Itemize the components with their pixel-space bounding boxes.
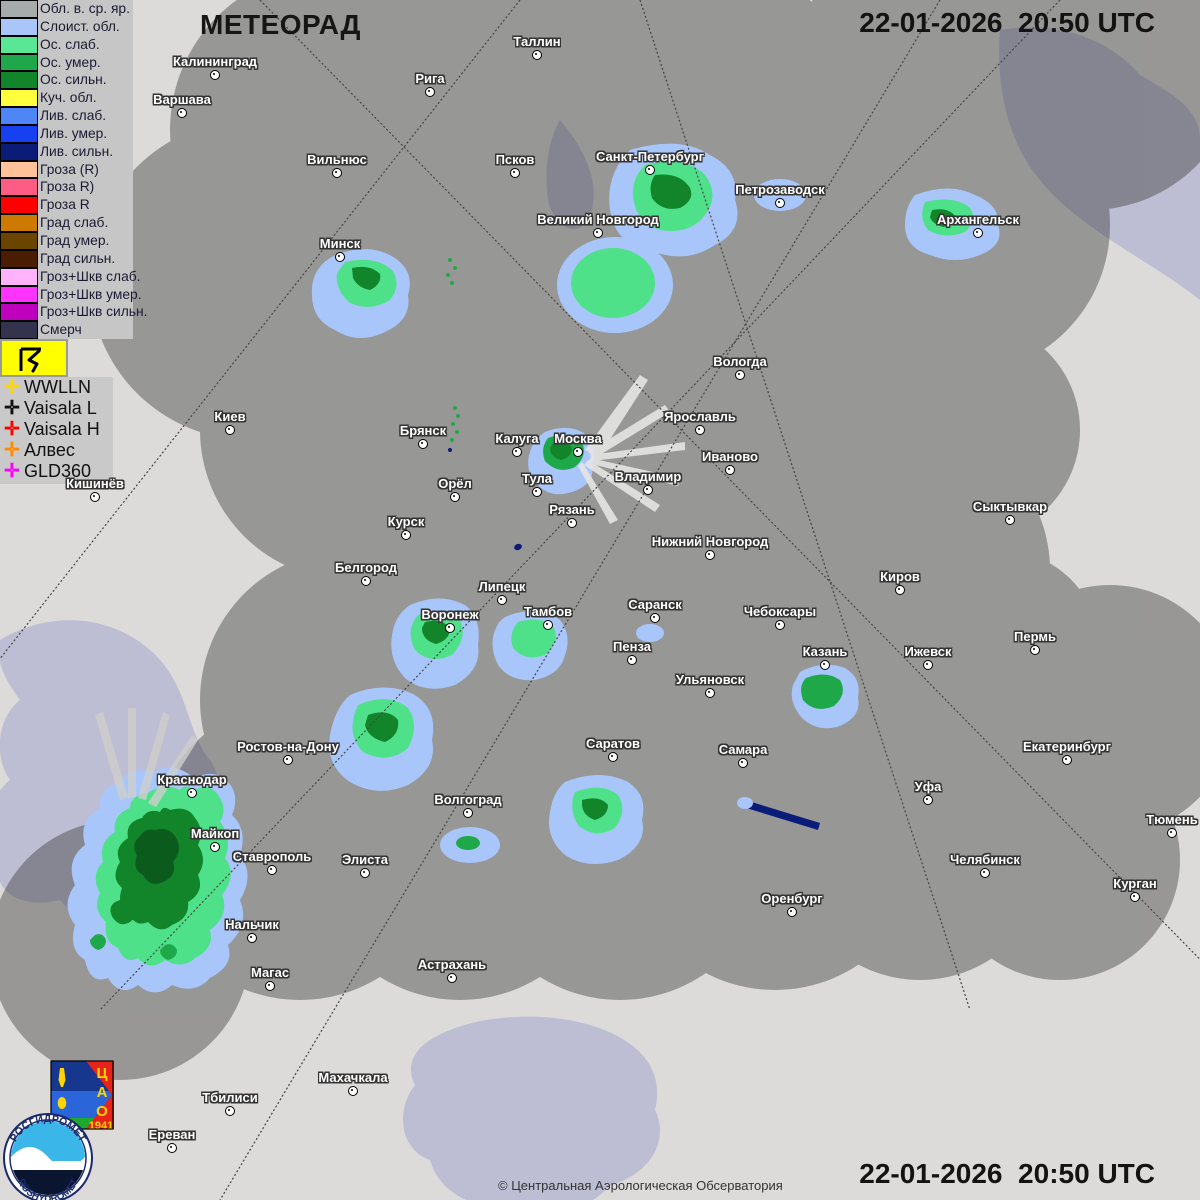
svg-text:Ц: Ц: [97, 1065, 108, 1082]
svg-text:А: А: [97, 1084, 108, 1101]
svg-text:О: О: [96, 1103, 108, 1120]
